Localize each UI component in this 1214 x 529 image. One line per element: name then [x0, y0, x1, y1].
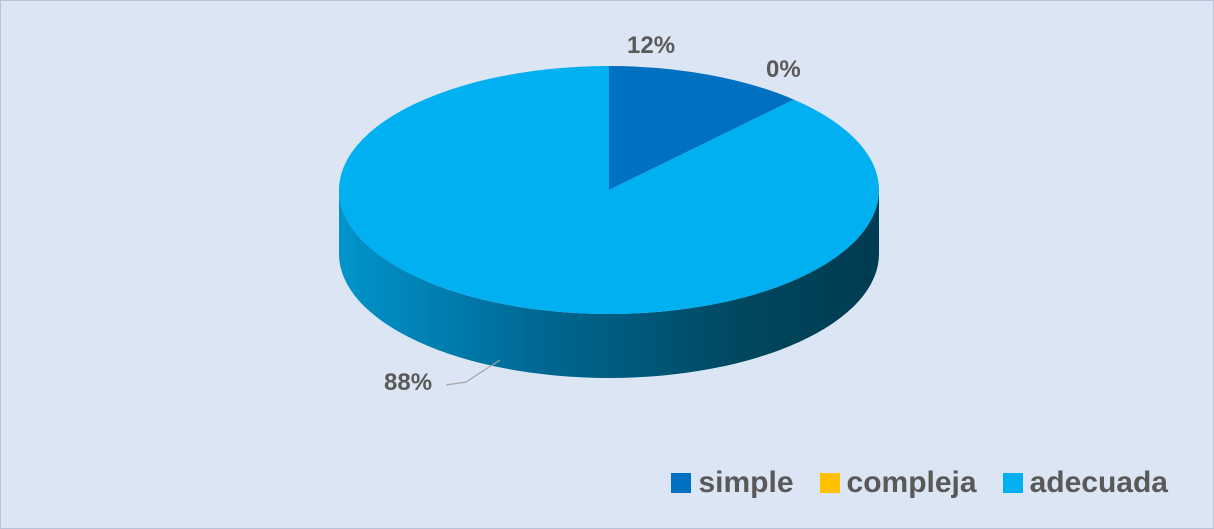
pie-side-wall: [339, 190, 879, 378]
data-label-compleja: 0%: [766, 56, 801, 83]
legend: simple compleja adecuada: [645, 466, 1168, 500]
data-label-adecuada: 88%: [384, 369, 432, 396]
legend-item-simple: simple: [671, 466, 794, 500]
legend-label-simple: simple: [698, 466, 794, 499]
legend-swatch-compleja: [819, 473, 840, 493]
legend-label-compleja: compleja: [846, 466, 977, 499]
pie-slice-simple: [609, 66, 794, 190]
legend-swatch-adecuada: [1002, 473, 1023, 493]
data-labels: 12% 0% 88%: [384, 32, 801, 396]
legend-label-adecuada: adecuada: [1029, 466, 1168, 499]
data-label-simple: 12%: [627, 32, 675, 59]
pie-slice-adecuada: [338, 66, 880, 315]
legend-item-compleja: compleja: [819, 466, 977, 500]
legend-item-adecuada: adecuada: [1002, 466, 1168, 500]
leader-line-adecuada: [445, 359, 501, 386]
pie-group: [338, 66, 880, 378]
legend-swatch-simple: [671, 473, 692, 493]
